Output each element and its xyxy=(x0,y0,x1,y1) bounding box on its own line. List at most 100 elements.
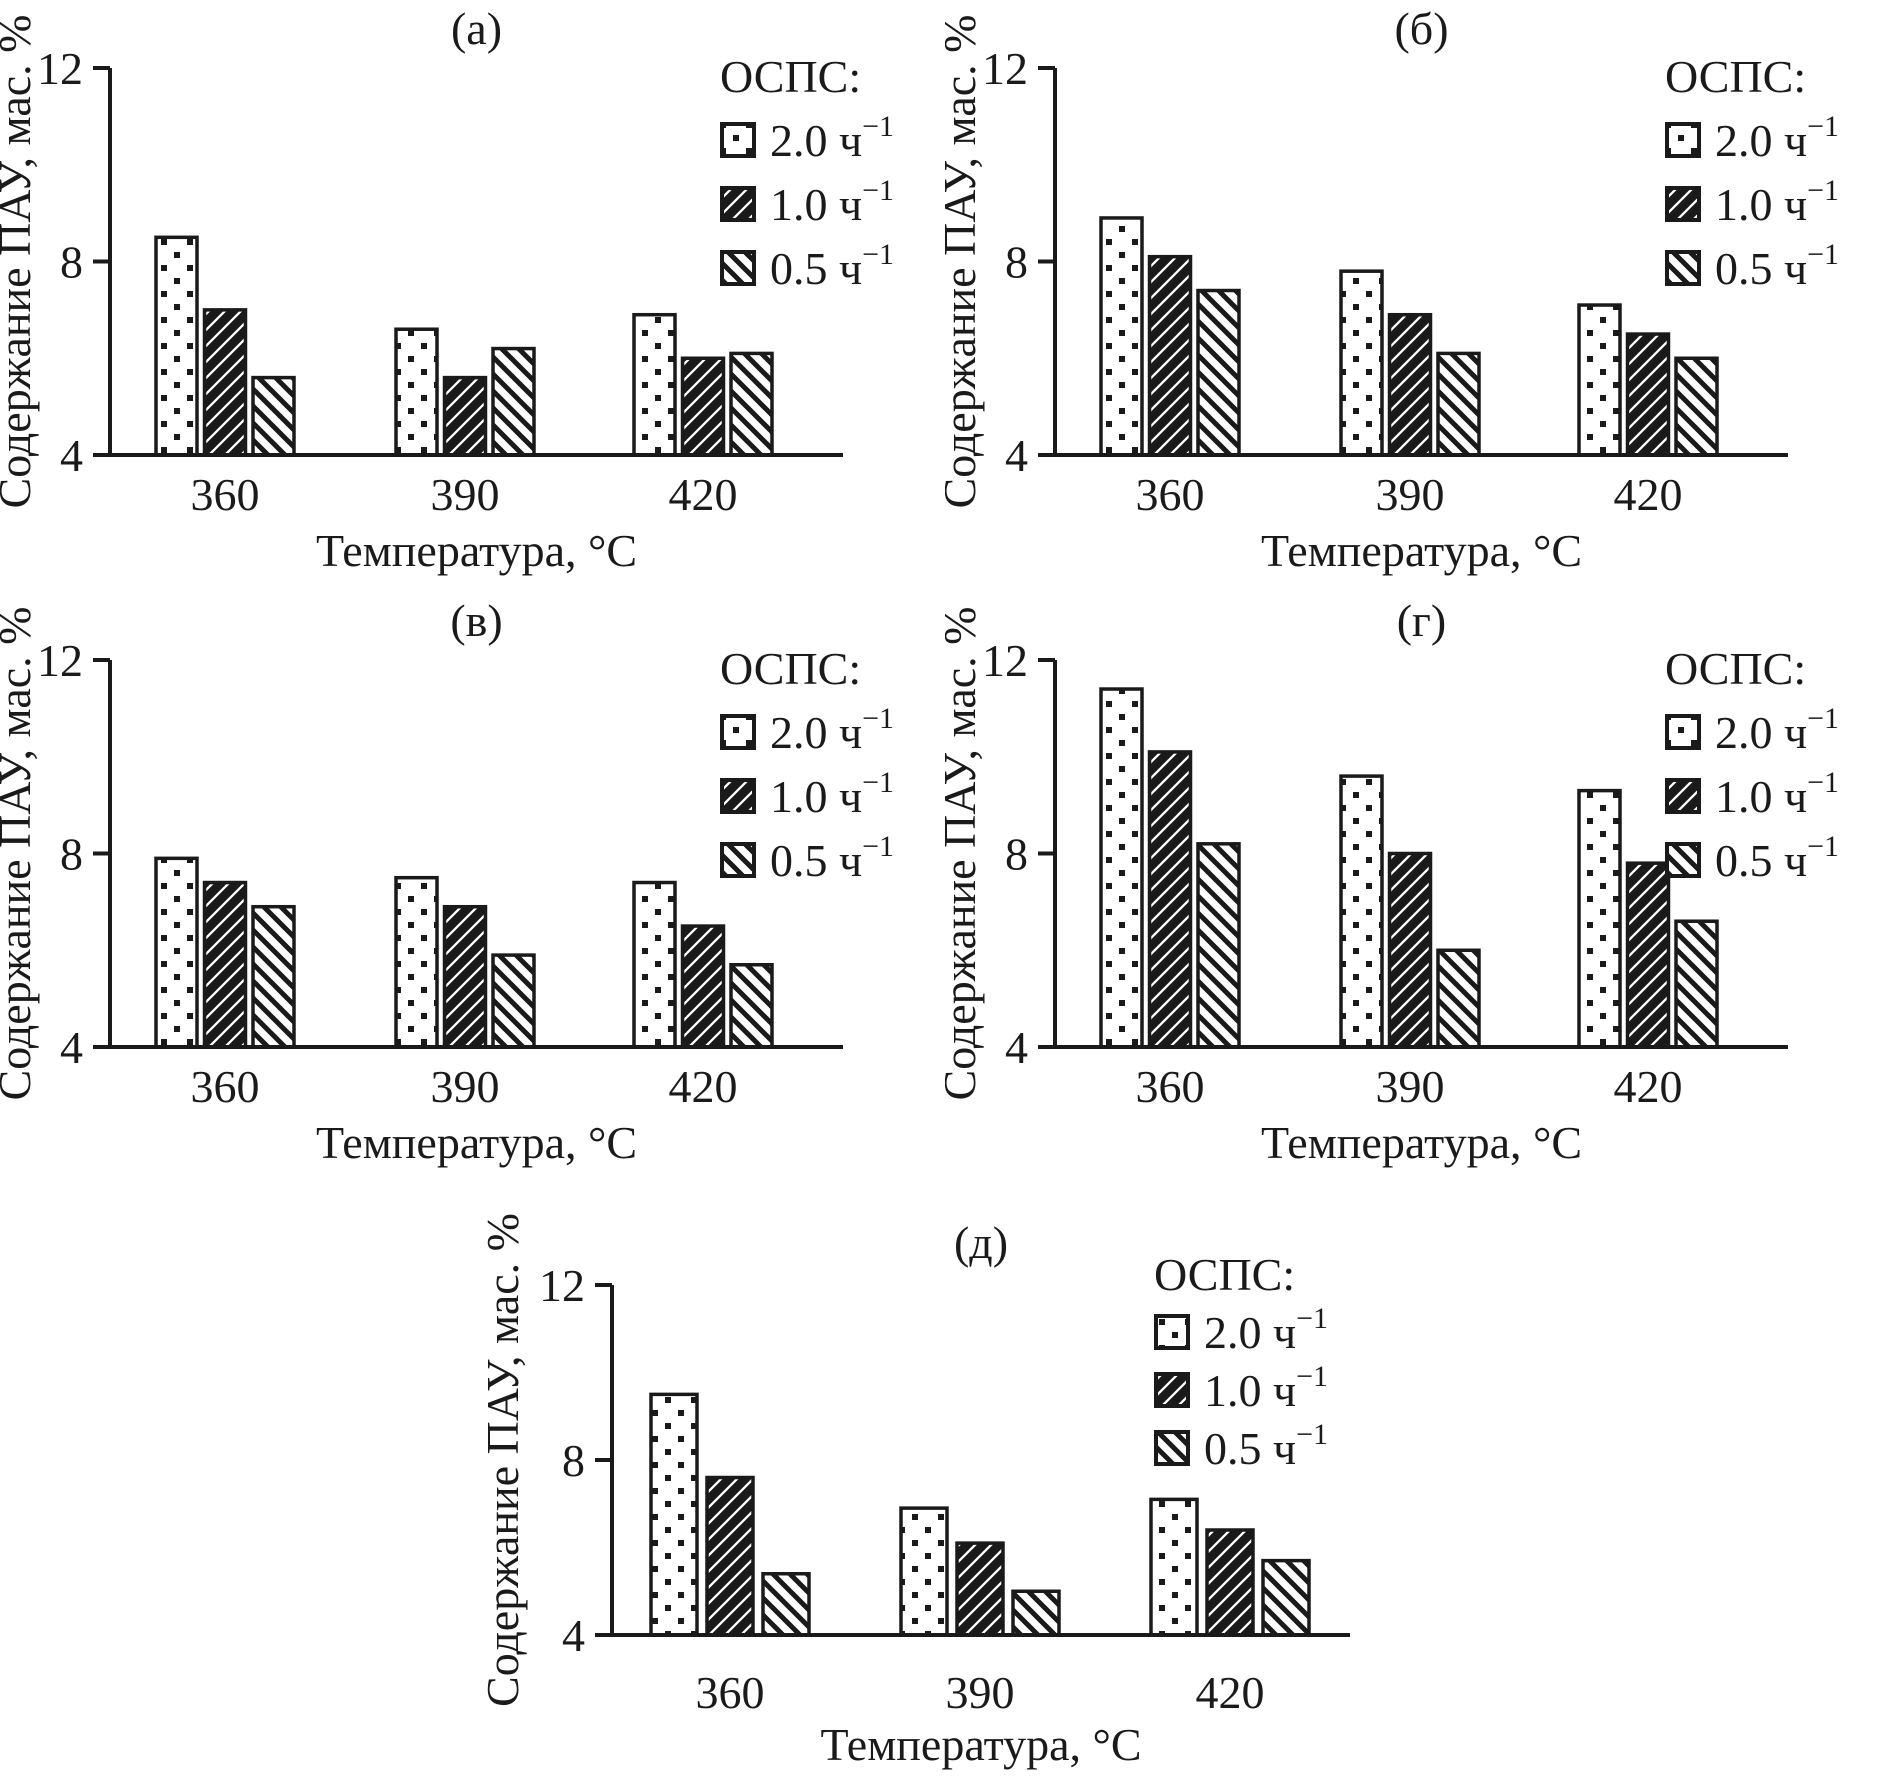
legend-swatch-dots xyxy=(1154,1314,1190,1350)
legend-swatch-hatch-light xyxy=(720,250,756,286)
y-axis-title: Содержание ПАУ, мас. % xyxy=(0,607,40,1101)
y-axis-title: Содержание ПАУ, мас. % xyxy=(945,15,985,509)
bar-(б)-360-2.0 ч⁻¹ xyxy=(1099,216,1144,457)
x-axis-title: Температура, °C xyxy=(1261,525,1582,576)
bar-(в)-390-2.0 ч⁻¹ xyxy=(394,875,439,1049)
x-axis-title: Температура, °C xyxy=(1261,1117,1582,1168)
bar-(а)-360-0.5 ч⁻¹ xyxy=(251,375,296,457)
legend-swatch-hatch-dark xyxy=(1665,778,1701,814)
y-tick-label: 12 xyxy=(37,43,83,94)
y-tick-label: 8 xyxy=(1005,237,1028,288)
legend-item-label: 1.0 ч−1 xyxy=(1204,1360,1328,1416)
x-tick-label: 360 xyxy=(191,1061,260,1112)
panel-title: (д) xyxy=(954,1217,1008,1268)
bar-(д)-360-1.0 ч⁻¹ xyxy=(705,1475,755,1637)
bar-(б)-420-1.0 ч⁻¹ xyxy=(1625,332,1671,457)
x-tick-label: 420 xyxy=(669,1061,738,1112)
legend-item-label: 0.5 ч−1 xyxy=(1715,238,1839,294)
y-axis-title: Содержание ПАУ, мас. % xyxy=(477,1213,528,1707)
legend-item-label: 1.0 ч−1 xyxy=(1715,174,1839,230)
bar-(г)-360-0.5 ч⁻¹ xyxy=(1196,842,1241,1049)
y-tick-label: 4 xyxy=(1005,430,1028,481)
y-tick-label: 4 xyxy=(60,1022,83,1073)
y-tick-label: 12 xyxy=(539,1260,585,1311)
bar-(г)-420-2.0 ч⁻¹ xyxy=(1577,788,1622,1049)
x-axis-title: Температура, °C xyxy=(820,1719,1141,1770)
bar-(в)-390-0.5 ч⁻¹ xyxy=(491,953,536,1049)
x-tick-label: 390 xyxy=(431,469,500,520)
y-tick-label: 12 xyxy=(982,43,1028,94)
bar-(г)-360-1.0 ч⁻¹ xyxy=(1147,750,1193,1049)
y-tick-label: 8 xyxy=(60,829,83,880)
legend-swatch-hatch-dark xyxy=(720,186,756,222)
legend-item-label: 2.0 ч−1 xyxy=(1715,702,1839,758)
legend-item-label: 0.5 ч−1 xyxy=(770,830,894,886)
legend-item-label: 2.0 ч−1 xyxy=(770,702,894,758)
legend-item-label: 2.0 ч−1 xyxy=(1715,110,1839,166)
bar-(а)-420-1.0 ч⁻¹ xyxy=(680,356,726,457)
legend-swatch-hatch-light xyxy=(1154,1430,1190,1466)
bar-(б)-390-0.5 ч⁻¹ xyxy=(1436,351,1481,457)
legend-swatch-hatch-light xyxy=(1665,842,1701,878)
bar-(в)-360-1.0 ч⁻¹ xyxy=(202,880,248,1049)
legend-item-label: 1.0 ч−1 xyxy=(770,766,894,822)
bar-(б)-420-0.5 ч⁻¹ xyxy=(1674,356,1719,457)
figure-row-3: (д) 4 8 12 Содержание ПАУ, мас. % 360 390 420 Те… xyxy=(0,1184,1890,1778)
legend-item-label: 2.0 ч−1 xyxy=(770,110,894,166)
bar-(г)-420-0.5 ч⁻¹ xyxy=(1674,919,1719,1049)
bar-(г)-390-2.0 ч⁻¹ xyxy=(1339,774,1384,1049)
y-tick-label: 4 xyxy=(562,1610,585,1661)
x-tick-label: 420 xyxy=(669,469,738,520)
bar-(а)-390-1.0 ч⁻¹ xyxy=(442,375,488,457)
legend-title: ОСПС: xyxy=(720,51,861,102)
bar-(г)-390-1.0 ч⁻¹ xyxy=(1387,851,1433,1049)
y-tick-label: 4 xyxy=(1005,1022,1028,1073)
y-axis-title: Содержание ПАУ, мас. % xyxy=(0,15,40,509)
y-tick-label: 12 xyxy=(982,635,1028,686)
legend-swatch-hatch-dark xyxy=(1665,186,1701,222)
bar-(г)-420-1.0 ч⁻¹ xyxy=(1625,861,1671,1049)
legend-swatch-dots xyxy=(720,122,756,158)
bar-(в)-420-1.0 ч⁻¹ xyxy=(680,924,726,1049)
y-tick-label: 8 xyxy=(562,1435,585,1486)
legend-swatch-hatch-dark xyxy=(1154,1372,1190,1408)
bar-(д)-390-1.0 ч⁻¹ xyxy=(955,1541,1005,1637)
legend-swatch-dots xyxy=(720,714,756,750)
panel-title: (г) xyxy=(1397,595,1447,646)
bar-(д)-420-0.5 ч⁻¹ xyxy=(1261,1558,1311,1637)
y-tick-label: 8 xyxy=(1005,829,1028,880)
x-tick-label: 360 xyxy=(1136,469,1205,520)
bar-(в)-420-2.0 ч⁻¹ xyxy=(632,880,677,1049)
bar-(а)-420-2.0 ч⁻¹ xyxy=(632,312,677,457)
bar-(в)-360-2.0 ч⁻¹ xyxy=(154,856,199,1049)
x-tick-label: 420 xyxy=(1614,469,1683,520)
x-tick-label: 360 xyxy=(696,1667,765,1718)
bar-(а)-360-2.0 ч⁻¹ xyxy=(154,235,199,457)
legend-swatch-dots xyxy=(1665,714,1701,750)
x-tick-label: 390 xyxy=(431,1061,500,1112)
bar-(д)-420-2.0 ч⁻¹ xyxy=(1149,1497,1199,1637)
y-tick-label: 8 xyxy=(60,237,83,288)
bar-(д)-360-2.0 ч⁻¹ xyxy=(649,1392,699,1637)
bar-(а)-390-2.0 ч⁻¹ xyxy=(394,327,439,457)
bar-(б)-360-0.5 ч⁻¹ xyxy=(1196,288,1241,457)
bar-(д)-390-2.0 ч⁻¹ xyxy=(899,1506,949,1637)
legend-swatch-hatch-light xyxy=(720,842,756,878)
bar-(в)-420-0.5 ч⁻¹ xyxy=(729,963,774,1049)
bar-(б)-390-1.0 ч⁻¹ xyxy=(1387,312,1433,457)
legend-item-label: 0.5 ч−1 xyxy=(1715,830,1839,886)
x-tick-label: 360 xyxy=(1136,1061,1205,1112)
legend-item-label: 1.0 ч−1 xyxy=(1715,766,1839,822)
x-axis-title: Температура, °C xyxy=(316,1117,637,1168)
bar-(а)-360-1.0 ч⁻¹ xyxy=(202,308,248,457)
